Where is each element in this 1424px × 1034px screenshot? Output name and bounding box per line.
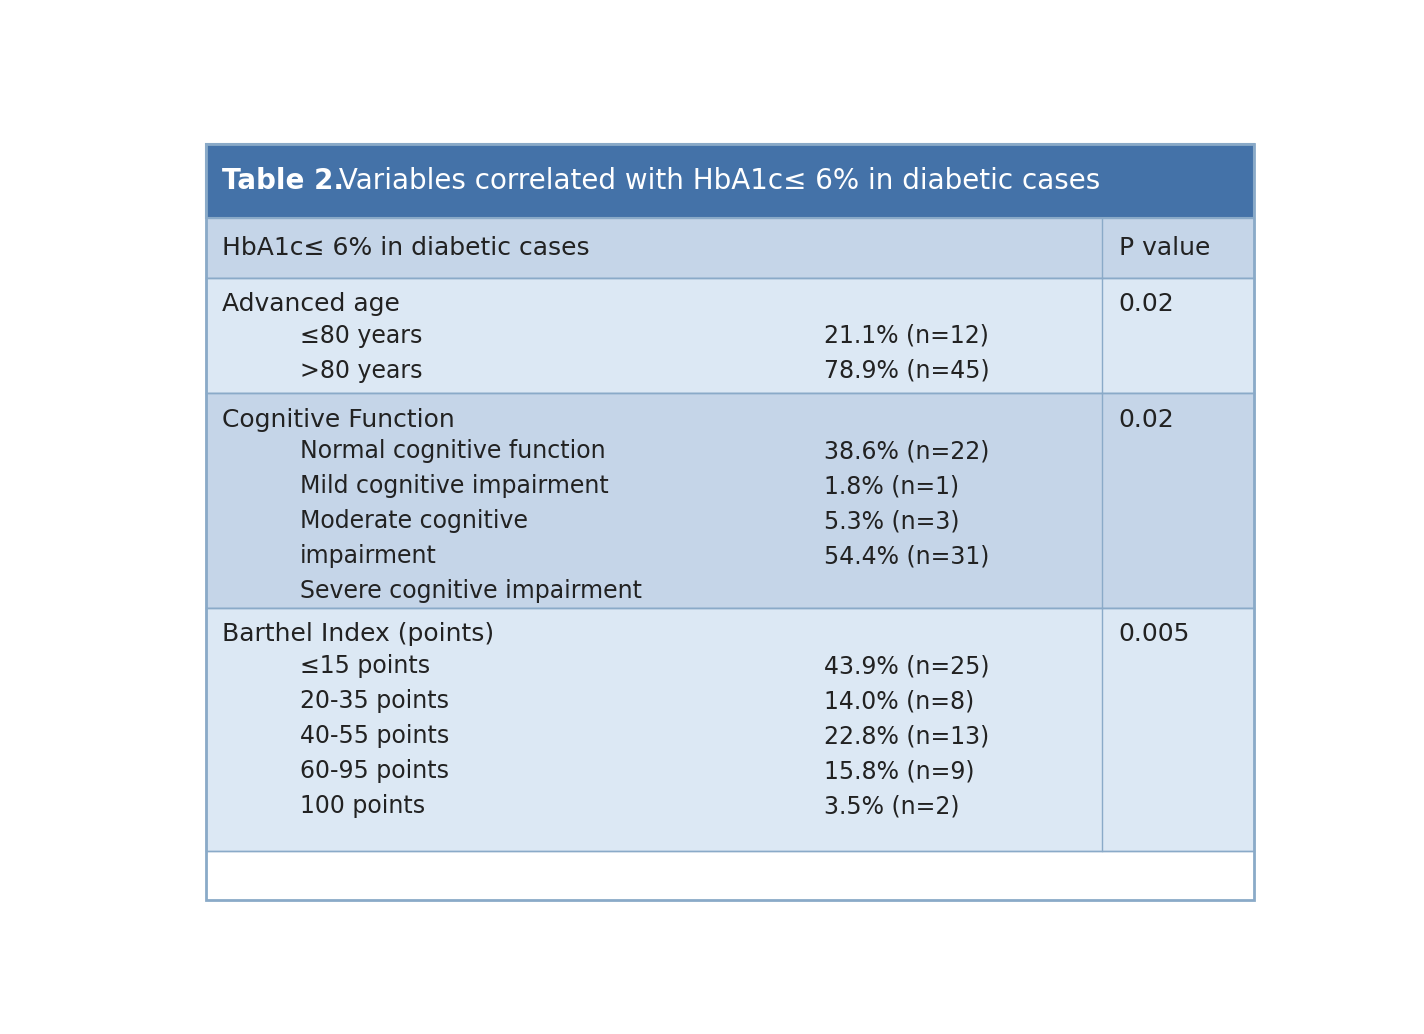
Text: 22.8% (n=13): 22.8% (n=13) (824, 724, 990, 748)
Bar (205, 144, 1255, 218)
Text: Table 2.: Table 2. (222, 168, 345, 195)
Text: Advanced age: Advanced age (222, 292, 400, 316)
Text: 78.9% (n=45): 78.9% (n=45) (824, 359, 990, 383)
Text: >80 years: >80 years (300, 359, 423, 383)
Text: impairment: impairment (300, 544, 437, 568)
Text: ≤80 years: ≤80 years (300, 324, 423, 347)
Text: P value: P value (1118, 236, 1210, 260)
Bar (205, 608, 1255, 851)
Text: 54.4% (n=31): 54.4% (n=31) (824, 544, 990, 568)
Text: 0.005: 0.005 (1118, 622, 1190, 646)
Text: Moderate cognitive: Moderate cognitive (300, 509, 528, 534)
Text: 14.0% (n=8): 14.0% (n=8) (824, 689, 974, 713)
Text: 43.9% (n=25): 43.9% (n=25) (824, 655, 990, 678)
Text: 0.02: 0.02 (1118, 292, 1175, 316)
Text: 3.5% (n=2): 3.5% (n=2) (824, 794, 960, 818)
Text: 100 points: 100 points (300, 794, 426, 818)
Text: Normal cognitive function: Normal cognitive function (300, 439, 605, 463)
Text: 5.3% (n=3): 5.3% (n=3) (824, 509, 960, 534)
Text: 20-35 points: 20-35 points (300, 689, 449, 713)
Text: ≤15 points: ≤15 points (300, 655, 430, 678)
Text: 38.6% (n=22): 38.6% (n=22) (824, 439, 990, 463)
Text: Cognitive Function: Cognitive Function (222, 407, 454, 431)
Text: 15.8% (n=9): 15.8% (n=9) (824, 759, 974, 783)
Text: HbA1c≤ 6% in diabetic cases: HbA1c≤ 6% in diabetic cases (222, 236, 590, 260)
Text: Severe cognitive impairment: Severe cognitive impairment (300, 579, 642, 603)
Text: 0.02: 0.02 (1118, 407, 1175, 431)
Bar (205, 218, 1255, 278)
Bar (205, 278, 1255, 393)
Text: 21.1% (n=12): 21.1% (n=12) (824, 324, 990, 347)
Text: Mild cognitive impairment: Mild cognitive impairment (300, 474, 608, 498)
Text: 40-55 points: 40-55 points (300, 724, 449, 748)
Text: Barthel Index (points): Barthel Index (points) (222, 622, 494, 646)
Bar (205, 393, 1255, 608)
Text: Variables correlated with HbA1c≤ 6% in diabetic cases: Variables correlated with HbA1c≤ 6% in d… (330, 168, 1101, 195)
Text: 60-95 points: 60-95 points (300, 759, 449, 783)
Text: 1.8% (n=1): 1.8% (n=1) (824, 474, 960, 498)
